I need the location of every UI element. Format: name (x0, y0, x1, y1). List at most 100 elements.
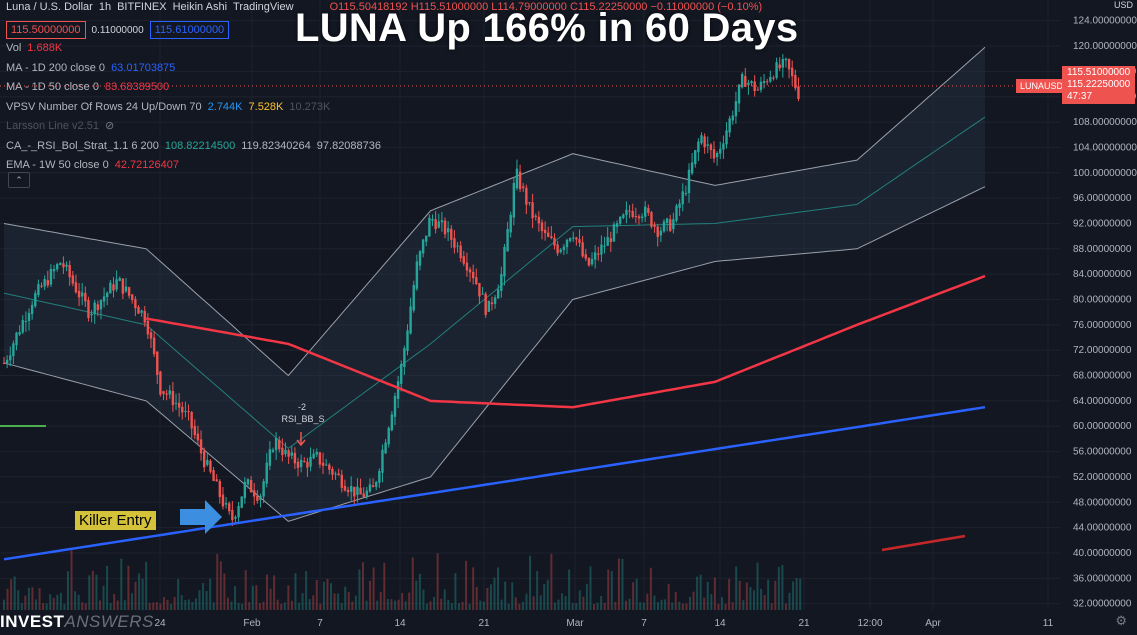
volume-bar (696, 576, 699, 610)
candle-body (249, 479, 253, 493)
volume-bar (767, 579, 770, 610)
volume-bar (301, 593, 304, 610)
symbol-price-tag: LUNAUSD (1016, 79, 1068, 93)
candle-body (181, 406, 184, 413)
volume-bar (244, 570, 247, 610)
candle-body (87, 300, 90, 318)
volume-bar (667, 583, 670, 610)
candle-body (650, 212, 653, 227)
candle-body (59, 262, 62, 265)
settings-icon[interactable]: ⚙ (1115, 613, 1127, 628)
volume-bar (152, 602, 155, 610)
volume-bar (799, 578, 802, 610)
volume-bar (792, 581, 795, 610)
indicator-row[interactable]: CA_-_RSI_Bol_Strat_1.1 6 200 108.82214500… (6, 137, 381, 157)
time-axis[interactable]: 24 Feb 7 14 21 Mar 7 14 21 12:00 Apr 11 (154, 618, 1053, 629)
candle-body (400, 364, 403, 384)
indicator-row[interactable]: EMA - 1W 50 close 0 42.72126407 (6, 156, 381, 176)
candle-body (493, 297, 497, 304)
candle-body (687, 169, 691, 194)
volume-bar (241, 603, 244, 610)
volume-bar (610, 571, 613, 610)
y-tick-label: 96.00000000 (1073, 193, 1132, 204)
y-tick-label: 36.00000000 (1073, 573, 1132, 584)
candle-body (115, 279, 118, 290)
candle-body (678, 203, 681, 208)
candle-body (728, 118, 731, 133)
volume-bar (10, 579, 13, 610)
candle-body (756, 89, 760, 91)
candle-body (90, 313, 93, 316)
indicator-label: MA - 1D 200 close 0 (6, 61, 106, 74)
volume-bar (81, 602, 84, 610)
symbol-interval[interactable]: 1h (98, 1, 112, 13)
symbol-name[interactable]: Luna / U.S. Dollar (6, 1, 93, 13)
indicator-row[interactable]: MA - 1D 200 close 0 63.01703875 (6, 59, 381, 79)
candle-body (453, 238, 456, 248)
collapse-legend-button[interactable]: ⌃ (8, 172, 30, 188)
candle-body (475, 277, 478, 285)
volume-bar (770, 603, 773, 610)
bollinger-band-upper (3, 46, 986, 377)
volume-bar (337, 593, 340, 610)
indicator-row[interactable]: VPSV Number Of Rows 24 Up/Down 70 2.744K 7… (6, 98, 381, 118)
candle-body (581, 242, 584, 257)
candle-body (625, 209, 628, 216)
brand-thin: ANSWERS (64, 612, 154, 631)
volume-bar (557, 599, 560, 610)
candle-body (118, 278, 121, 281)
candle-body (371, 485, 375, 488)
volume-bar (671, 602, 674, 610)
candle-body (690, 162, 694, 174)
candle-body (443, 220, 447, 235)
currency-label[interactable]: USD (1113, 0, 1133, 10)
volume-bar (212, 602, 215, 610)
volume-bar (784, 603, 787, 610)
candle-body (600, 244, 603, 255)
volume-bar (294, 573, 297, 610)
volume-bar (465, 560, 468, 610)
volume-bar (486, 587, 489, 610)
candle-body (340, 474, 344, 488)
eye-off-icon[interactable]: ⊘ (104, 120, 115, 132)
price-axis[interactable]: 32.00000000 36.00000000 40.00000000 44.0000… (1060, 0, 1137, 635)
bollinger-band-lower (3, 186, 986, 522)
volume-bar (98, 600, 101, 610)
indicator-row[interactable]: Larsson Line v2.51 ⊘ (6, 117, 381, 137)
candle-body (43, 278, 46, 287)
indicator-row[interactable]: MA - 1D 50 close 0 83.68389500 (6, 78, 381, 98)
candle-body (193, 425, 196, 436)
volume-bar (575, 603, 578, 610)
volume-bar (45, 603, 48, 610)
y-tick-label: 40.00000000 (1073, 548, 1132, 559)
indicator-row[interactable]: Vol 1.688K (6, 39, 381, 59)
candle-body (109, 282, 112, 294)
volume-bar (571, 603, 574, 610)
brand-bold: INVEST (0, 612, 65, 631)
candle-body (612, 224, 616, 242)
volume-bar (226, 597, 229, 610)
volume-bar (283, 602, 286, 610)
candle-body (121, 278, 125, 294)
candle-body (65, 264, 68, 267)
volume-bar (596, 602, 599, 610)
sell-button[interactable]: 115.50000000 (6, 21, 86, 39)
volume-bar (536, 570, 539, 610)
volume-bar (273, 575, 276, 610)
ma-50-line (145, 274, 986, 409)
candle-body (253, 490, 256, 497)
candle-body (96, 304, 100, 311)
buy-button[interactable]: 115.61000000 (149, 21, 230, 39)
volume-bar (262, 601, 265, 610)
candle-body (224, 503, 228, 505)
candle-countdown: 47:37 (1067, 91, 1093, 102)
candle-body (177, 402, 181, 408)
volume-bar (20, 603, 23, 610)
volume-bar (525, 593, 528, 610)
candle-body (609, 238, 612, 243)
candle-body (553, 237, 556, 246)
volume-bar (710, 593, 713, 610)
y-tick-label: 44.00000000 (1073, 523, 1132, 534)
volume-bar (621, 558, 624, 610)
